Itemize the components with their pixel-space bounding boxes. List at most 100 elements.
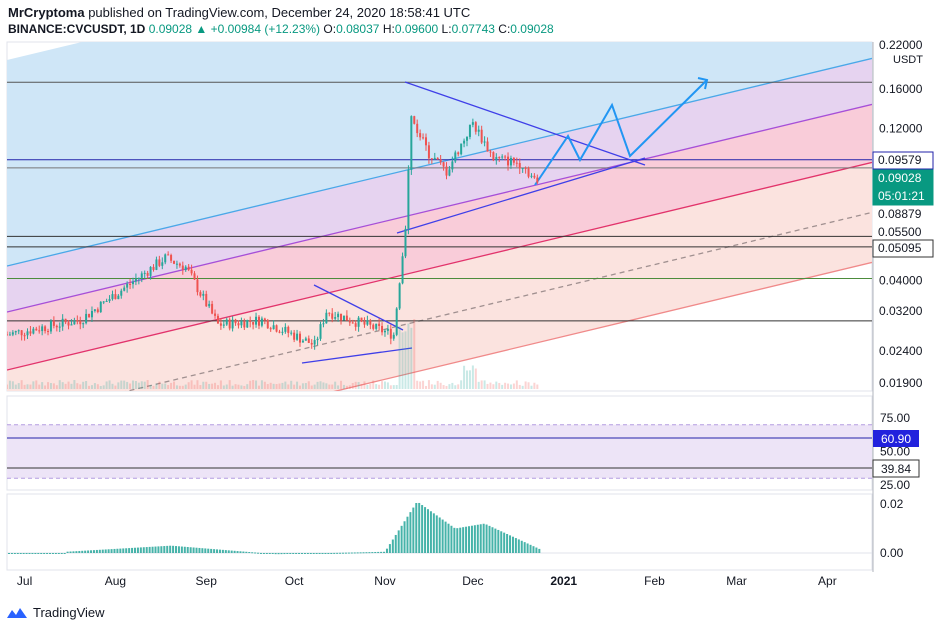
volume-bar [515, 380, 518, 389]
volume-bar [331, 384, 334, 389]
publisher-name[interactable]: MrCryptoma [8, 5, 85, 20]
channel-line-lower [333, 261, 872, 391]
macd-histogram-bar [254, 552, 257, 554]
candle-body [266, 320, 269, 329]
macd-histogram-bar [482, 523, 485, 553]
candle-body [334, 317, 337, 319]
macd-histogram-bar [511, 536, 514, 553]
volume-bar [386, 382, 389, 389]
volume-bar [466, 370, 469, 389]
candle-body [17, 330, 20, 332]
candle-body [255, 316, 258, 325]
volume-bar [342, 384, 345, 389]
price-label-text: 0.05095 [878, 241, 922, 255]
candle-body [88, 313, 91, 318]
candle-body [178, 263, 181, 266]
candle-body [23, 335, 26, 337]
macd-histogram-bar [230, 550, 233, 553]
candle-body [471, 122, 474, 125]
volume-bar [269, 382, 272, 389]
macd-histogram-bar [517, 539, 520, 553]
candle-body [468, 124, 471, 137]
candle-body [299, 333, 301, 343]
volume-bar [208, 383, 211, 389]
volume-bar [533, 382, 536, 389]
macd-histogram-bar [333, 552, 336, 554]
macd-histogram-bar [388, 544, 391, 553]
macd-histogram-bar [344, 552, 347, 554]
volume-bar [436, 380, 439, 389]
macd-histogram-bar [359, 552, 362, 554]
volume-bar [468, 370, 471, 389]
candle-body [214, 313, 217, 316]
volume-bar [448, 384, 451, 389]
macd-histogram-bar [119, 548, 122, 553]
volume-bar [463, 365, 466, 389]
volume-bar [486, 383, 489, 389]
candle-body [181, 265, 184, 270]
volume-bar [527, 382, 530, 389]
macd-histogram-bar [163, 546, 166, 553]
macd-histogram-bar [10, 553, 13, 554]
candle-body [102, 301, 105, 303]
macd-histogram-bar [353, 552, 356, 554]
volume-bar [322, 382, 325, 389]
macd-histogram-bar [157, 546, 160, 553]
macd-histogram-bar [374, 551, 377, 553]
candle-body [275, 325, 278, 332]
macd-histogram-bar [34, 553, 37, 554]
macd-histogram-bar [497, 529, 500, 553]
macd-histogram-bar [277, 553, 280, 555]
price-tick-label: 0.02400 [879, 344, 923, 358]
candle-body [26, 331, 29, 336]
candle-body [363, 321, 366, 325]
candle-body [111, 294, 114, 300]
candle-body [234, 319, 237, 324]
volume-bar [164, 383, 167, 389]
candle-body [155, 259, 158, 270]
volume-bar [278, 383, 281, 389]
volume-bar [454, 385, 457, 389]
volume-bar [433, 384, 436, 389]
price-label-text: 0.09579 [878, 153, 922, 167]
candle-body [466, 136, 469, 141]
channel-line-purple [7, 103, 872, 313]
volume-bar [55, 385, 58, 389]
candle-body [140, 273, 143, 278]
volume-bar [439, 382, 442, 389]
volume-bar [38, 384, 41, 389]
macd-histogram-bar [435, 515, 438, 553]
candle-body [319, 324, 322, 339]
volume-bar [287, 384, 290, 389]
volume-bar [173, 381, 176, 389]
candle-body [164, 254, 167, 263]
candle-body [134, 278, 137, 282]
macd-histogram-bar [154, 546, 157, 553]
volume-bar [64, 383, 67, 389]
tradingview-footer[interactable]: TradingView [6, 605, 105, 620]
candle-body [149, 266, 152, 276]
macd-histogram-bar [104, 549, 107, 553]
volume-bar [504, 382, 507, 389]
macd-histogram-bar [494, 528, 497, 553]
candle-body [49, 320, 52, 332]
volume-bar [360, 384, 363, 389]
macd-histogram-bar [186, 547, 189, 553]
candle-body [375, 323, 378, 329]
close-label: C: [498, 22, 511, 36]
volume-bar [123, 380, 126, 389]
macd-histogram-bar [72, 551, 75, 553]
macd-histogram-bar [441, 519, 444, 553]
macd-histogram-bar [289, 553, 292, 554]
macd-histogram-bar [81, 550, 84, 553]
candle-body [20, 330, 23, 336]
volume-bar [246, 384, 249, 389]
volume-bar [152, 385, 155, 389]
candle-body [293, 332, 296, 340]
volume-bar [8, 380, 11, 389]
time-tick-label: Mar [726, 574, 747, 588]
macd-histogram-bar [142, 547, 145, 553]
macd-histogram-bar [514, 538, 517, 553]
macd-histogram-bar [476, 524, 479, 553]
